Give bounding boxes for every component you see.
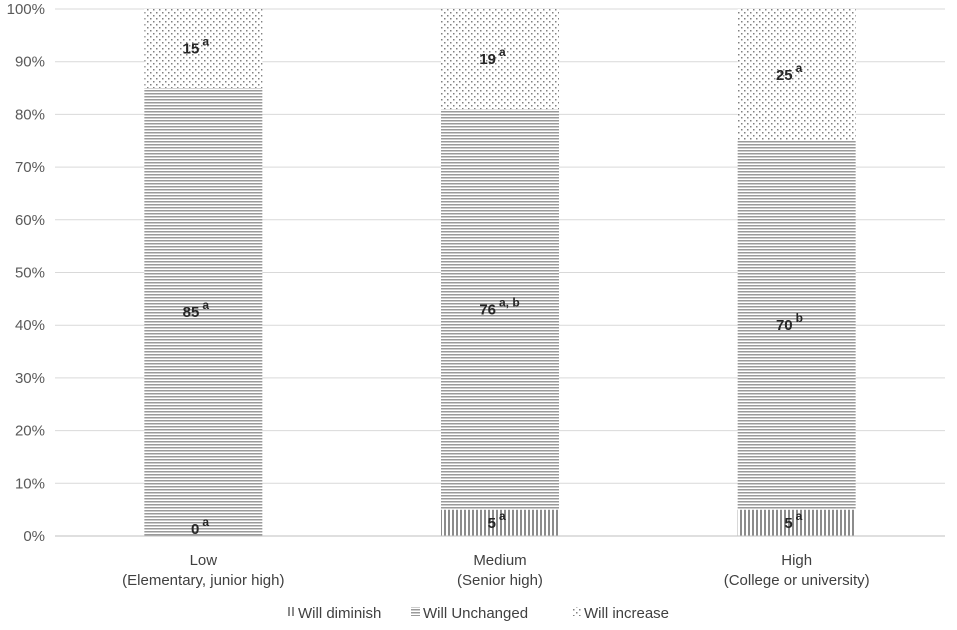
legend-swatch (286, 607, 295, 616)
y-tick-label: 60% (15, 212, 45, 229)
y-tick-label: 20% (15, 423, 45, 440)
y-tick-label: 90% (15, 54, 45, 71)
data-label-value: 70 (776, 317, 793, 334)
data-label-value: 5 (488, 515, 496, 532)
x-tick-label: Low (190, 552, 218, 569)
bar-segment-will-diminish (441, 509, 559, 536)
data-label-superscript: a (202, 515, 209, 529)
bar-segment-will-increase (737, 9, 856, 141)
bar-segment-will-increase (441, 9, 559, 110)
y-tick-label: 0% (23, 528, 45, 545)
bars (144, 9, 856, 537)
data-label-superscript: a (202, 35, 209, 49)
legend-label: Will Unchanged (423, 605, 528, 622)
data-label-value: 25 (776, 67, 793, 84)
legend: Will diminish Will Unchanged Will increase (286, 605, 669, 622)
x-tick-label: (College or university) (724, 572, 870, 589)
y-tick-label: 50% (15, 265, 45, 282)
data-label-value: 5 (784, 515, 792, 532)
data-label-value: 76 (479, 301, 496, 318)
data-label-superscript: a (796, 61, 803, 75)
x-tick-label: Medium (473, 552, 526, 569)
x-axis: Low (Elementary, junior high) Medium (Senio… (55, 535, 945, 589)
y-tick-label: 80% (15, 106, 45, 123)
x-tick-label: (Senior high) (457, 572, 543, 589)
data-label-superscript: a (202, 298, 209, 312)
bar-segment-will-unchanged (441, 109, 559, 510)
data-label-superscript: a (499, 45, 506, 59)
y-tick-label: 10% (15, 475, 45, 492)
data-label-value: 19 (479, 51, 496, 68)
bar-segment-will-unchanged (144, 88, 263, 537)
data-label-superscript: a, b (499, 295, 520, 309)
legend-swatch (411, 607, 420, 616)
data-label-value: 0 (191, 521, 199, 538)
y-axis: 0% 10% 20% 30% 40% 50% 60% 70% 80% 90% 100% (7, 1, 45, 545)
data-label-superscript: a (499, 509, 506, 523)
data-label-superscript: a (796, 509, 803, 523)
y-tick-label: 30% (15, 370, 45, 387)
bar-segment-will-unchanged (737, 140, 856, 510)
x-tick-label: (Elementary, junior high) (122, 572, 284, 589)
data-label-value: 85 (183, 304, 200, 321)
bar-segment-will-diminish (737, 509, 856, 536)
y-tick-label: 40% (15, 317, 45, 334)
data-labels: 0 a85 a15 a5 a76 a, b19 a5 a70 b25 a (183, 35, 803, 538)
legend-label: Will increase (584, 605, 669, 622)
x-tick-label: High (781, 552, 812, 569)
y-tick-label: 70% (15, 159, 45, 176)
legend-swatch (572, 607, 581, 616)
data-label-value: 15 (183, 41, 200, 58)
legend-label: Will diminish (298, 605, 381, 622)
bar-segment-will-increase (144, 9, 263, 89)
data-label-superscript: b (796, 311, 803, 325)
y-tick-label: 100% (7, 1, 45, 18)
